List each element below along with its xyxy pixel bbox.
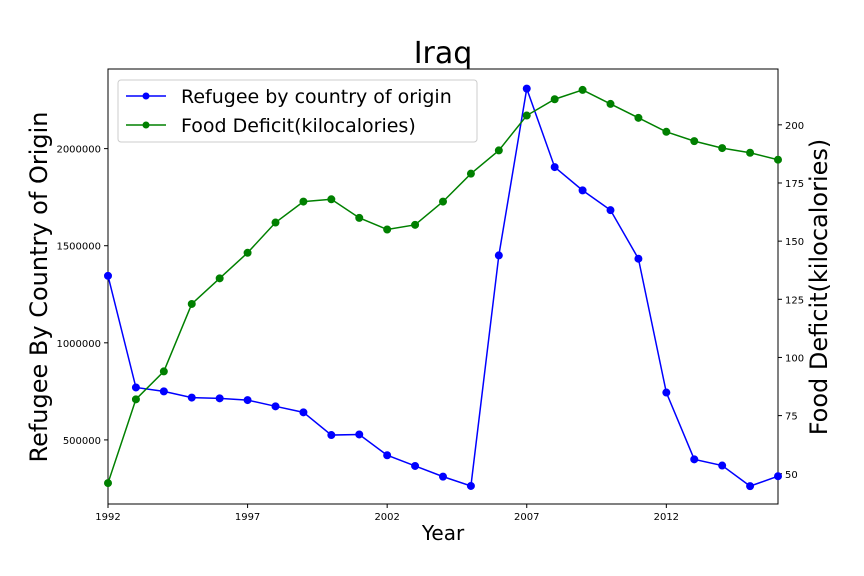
data-point-series-2 <box>355 213 364 222</box>
y2-tick-label: 50 <box>785 470 798 481</box>
legend-label: Food Deficit(kilocalories) <box>181 115 416 137</box>
data-point-series-1 <box>327 431 336 440</box>
data-point-series-1 <box>104 271 112 280</box>
data-point-series-1 <box>690 455 699 464</box>
data-point-series-1 <box>718 461 727 470</box>
plot-frame <box>107 68 779 505</box>
series-line-2 <box>107 89 779 484</box>
data-point-series-1 <box>439 472 447 481</box>
y-axis-label-left: Refugee By Country of Origin <box>25 112 53 463</box>
data-point-series-2 <box>215 274 224 283</box>
x-tick-label: 1997 <box>235 512 260 523</box>
data-point-series-1 <box>578 186 587 195</box>
legend: Refugee by country of origin Food Deficit… <box>117 79 478 143</box>
x-tick-label: 2002 <box>374 512 399 523</box>
data-point-series-2 <box>690 137 699 146</box>
data-point-series-2 <box>411 220 420 229</box>
data-point-series-2 <box>187 299 196 308</box>
y-tick-label: 500000 <box>63 436 101 447</box>
data-point-series-1 <box>411 461 420 470</box>
x-axis-label: Year <box>421 521 465 545</box>
data-point-series-2 <box>634 113 643 122</box>
data-point-series-1 <box>662 388 671 397</box>
data-point-series-2 <box>104 479 112 488</box>
data-point-series-1 <box>187 393 196 402</box>
data-point-series-2 <box>606 99 615 108</box>
data-point-series-1 <box>355 430 364 439</box>
data-point-series-2 <box>746 148 755 157</box>
data-point-series-2 <box>718 144 727 153</box>
y2-tick-label: 200 <box>785 121 804 132</box>
data-point-series-2 <box>550 95 559 104</box>
legend-label: Refugee by country of origin <box>181 86 452 108</box>
data-point-series-2 <box>327 195 336 204</box>
data-point-series-1 <box>299 408 308 417</box>
y2-tick-label: 100 <box>785 353 804 364</box>
y-tick-label: 1500000 <box>56 242 101 253</box>
data-point-series-1 <box>746 482 755 491</box>
legend-swatch-marker <box>142 92 150 100</box>
data-point-series-2 <box>159 367 168 376</box>
data-point-series-1 <box>131 383 140 392</box>
data-point-series-1 <box>271 402 280 411</box>
y-tick-label: 2000000 <box>56 145 101 156</box>
legend-swatch-marker <box>142 121 150 129</box>
legend-box <box>117 79 478 143</box>
data-point-series-1 <box>550 163 559 172</box>
data-point-series-1 <box>466 481 475 490</box>
data-point-series-1 <box>243 396 252 405</box>
y2-tick-label: 175 <box>785 179 804 190</box>
y2-tick-label: 75 <box>785 412 798 423</box>
data-point-series-2 <box>439 197 447 206</box>
data-point-series-1 <box>494 251 503 260</box>
data-point-series-2 <box>299 197 308 206</box>
y2-tick-label: 125 <box>785 295 804 306</box>
data-point-series-1 <box>634 254 643 263</box>
y-tick-label: 1000000 <box>56 339 101 350</box>
data-point-series-2 <box>522 111 531 120</box>
x-tick-label: 2007 <box>514 512 539 523</box>
chart-title: Iraq <box>414 36 473 71</box>
data-point-series-1 <box>215 394 224 403</box>
x-tick-label: 2012 <box>654 512 679 523</box>
data-point-series-2 <box>774 155 782 164</box>
data-point-series-1 <box>522 84 531 93</box>
y2-tick-label: 150 <box>785 237 804 248</box>
data-point-series-2 <box>131 395 140 404</box>
data-point-series-1 <box>383 451 392 460</box>
data-point-series-2 <box>466 169 475 178</box>
x-tick-label: 1992 <box>95 512 120 523</box>
data-point-series-2 <box>243 248 252 257</box>
series-line-1 <box>107 85 779 487</box>
plot-area: 1992 1997 2002 2007 2012 500000 1000000 1500000… <box>56 68 804 523</box>
data-point-series-2 <box>383 225 392 234</box>
data-point-series-2 <box>494 146 503 155</box>
data-point-series-2 <box>662 127 671 136</box>
data-point-series-2 <box>578 85 587 94</box>
data-point-series-1 <box>774 472 782 481</box>
data-point-series-1 <box>606 206 615 215</box>
data-point-series-2 <box>271 218 280 227</box>
data-point-series-1 <box>159 387 168 396</box>
y-axis-label-right: Food Deficit(kilocalories) <box>805 139 833 436</box>
